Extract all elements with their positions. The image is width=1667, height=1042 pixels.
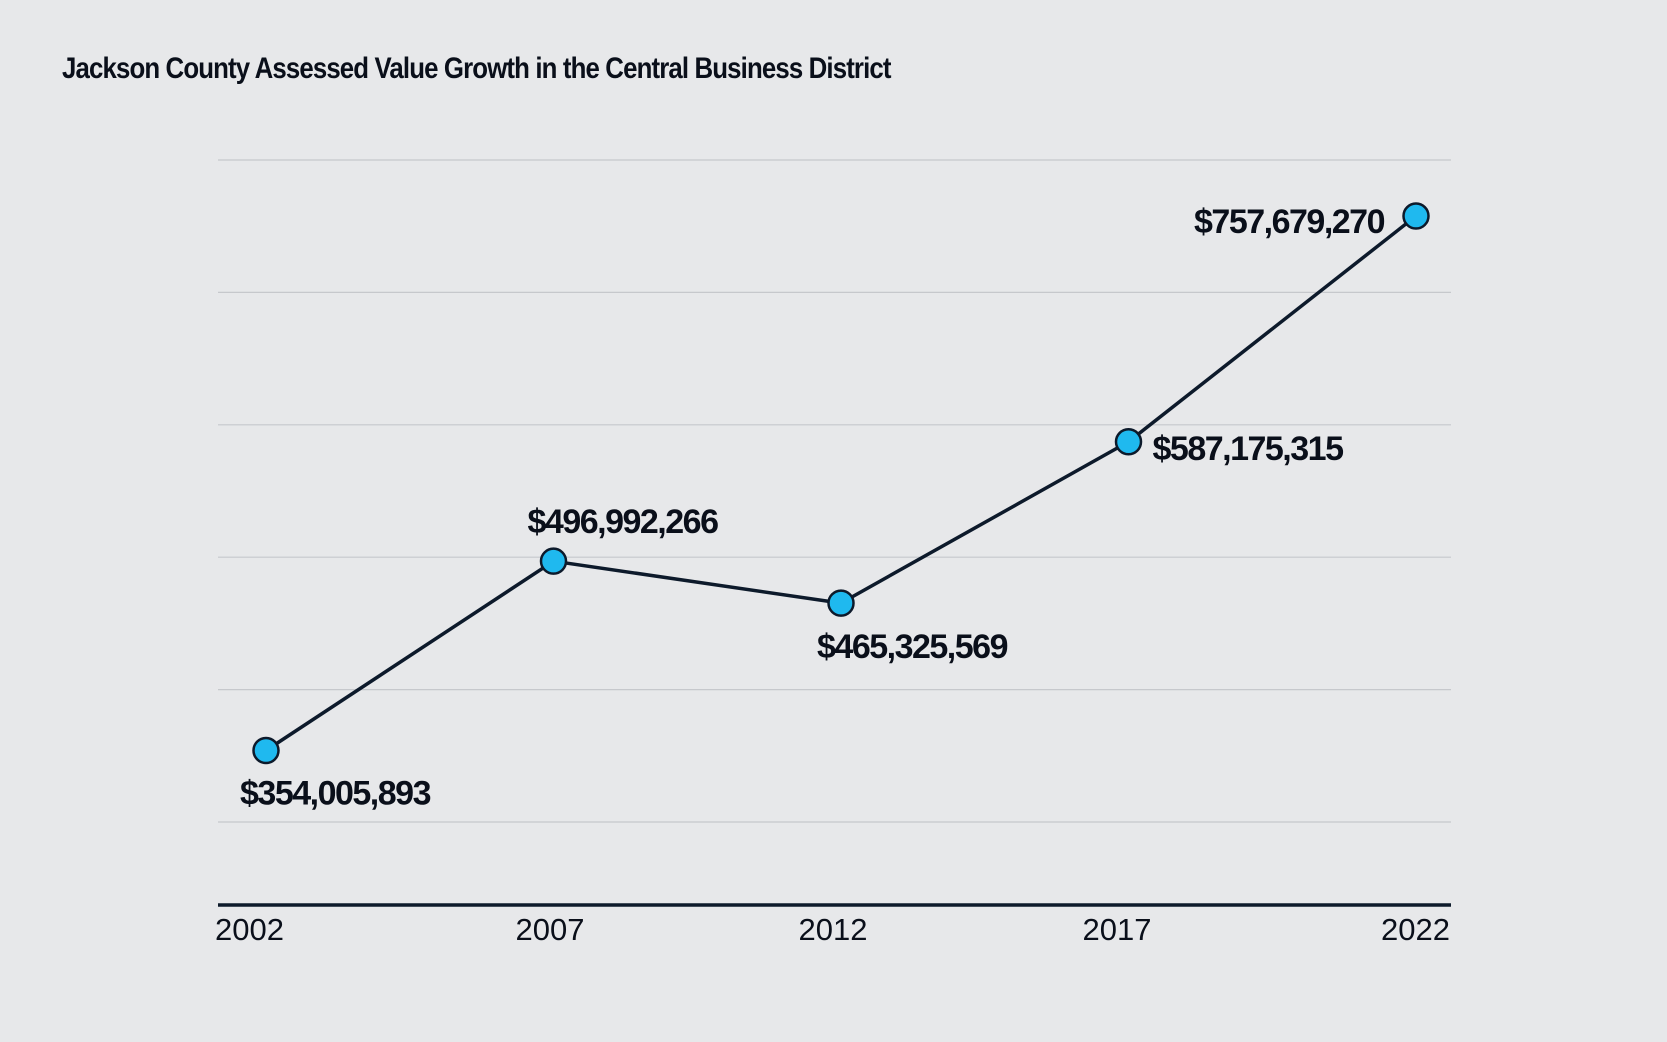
data-points bbox=[252, 202, 1430, 765]
x-tick-label-2022: 2022 bbox=[1381, 912, 1450, 947]
x-tick-label-2017: 2017 bbox=[1083, 912, 1152, 947]
chart-title: Jackson County Assessed Value Growth in … bbox=[62, 52, 891, 85]
gridlines bbox=[218, 159, 1451, 823]
x-tick-label-2002: 2002 bbox=[215, 912, 284, 947]
data-point-2022 bbox=[1402, 202, 1430, 230]
data-labels: $354,005,893 $496,992,266 $465,325,569 $587… bbox=[240, 203, 1386, 812]
data-label-2017: $587,175,315 bbox=[1153, 430, 1344, 468]
data-label-2002: $354,005,893 bbox=[240, 774, 431, 812]
series-line bbox=[265, 214, 1418, 752]
data-point-2012 bbox=[827, 589, 855, 617]
data-label-2007: $496,992,266 bbox=[528, 503, 719, 541]
x-tick-label-2007: 2007 bbox=[516, 912, 585, 947]
x-tick-labels: 2002 2007 2012 2017 2022 bbox=[215, 912, 1450, 947]
data-point-2007 bbox=[539, 547, 568, 575]
data-point-2017 bbox=[1114, 428, 1143, 456]
data-label-2012: $465,325,569 bbox=[817, 628, 1008, 666]
data-point-2002 bbox=[252, 736, 280, 765]
data-label-2022: $757,679,270 bbox=[1194, 203, 1385, 241]
x-tick-label-2012: 2012 bbox=[799, 912, 868, 947]
